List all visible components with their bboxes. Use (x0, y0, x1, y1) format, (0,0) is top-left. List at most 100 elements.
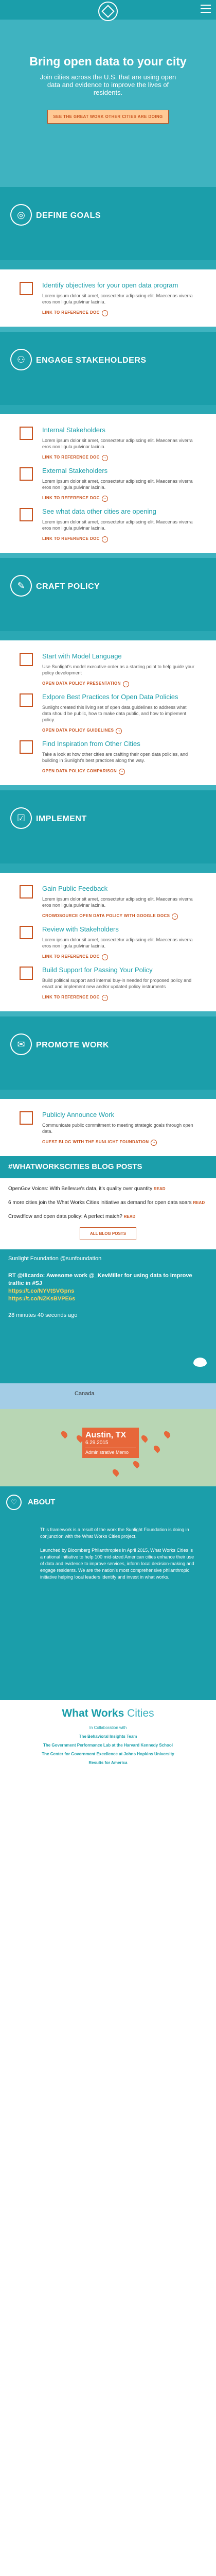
blog-post-title[interactable]: OpenGov Voices: With Bellevue's data, it… (8, 1186, 153, 1192)
step-title: Gain Public Feedback (42, 885, 108, 892)
step-body: Find Inspiration from Other Cities Take a… (42, 739, 196, 775)
step-item: Find Inspiration from Other Cities Take a… (0, 739, 216, 775)
map-pin-icon[interactable] (140, 1434, 149, 1443)
section-divider (0, 785, 216, 790)
step-item: Start with Model Language Use Sunlight's … (0, 652, 216, 687)
tweet-text: RT @ilicardo: Awesome work @_KevMiller f… (8, 1273, 192, 1286)
step-title: Find Inspiration from Other Cities (42, 740, 140, 748)
step-checkbox[interactable] (20, 467, 33, 481)
step-link-label[interactable]: CROWDSOURCE OPEN DATA POLICY WITH GOOGLE… (42, 913, 170, 918)
step-body: See what data other cities are opening Lo… (42, 507, 196, 543)
step-link-label[interactable]: OPEN DATA POLICY GUIDELINES (42, 728, 114, 733)
blog-post-title[interactable]: 6 more cities join the What Works Cities… (8, 1200, 192, 1206)
about-title: ABOUT (28, 1498, 56, 1506)
step-link[interactable]: OPEN DATA POLICY GUIDELINES → (42, 728, 122, 734)
phase-title: DEFINE GOALS (36, 211, 101, 220)
read-link[interactable]: READ (123, 1214, 136, 1219)
blog-post[interactable]: OpenGov Voices: With Bellevue's data, it… (8, 1185, 208, 1192)
step-link-label[interactable]: LINK TO REFERENCE DOC (42, 995, 100, 999)
step-link-label[interactable]: LINK TO REFERENCE DOC (42, 310, 100, 315)
step-link-label[interactable]: LINK TO REFERENCE DOC (42, 954, 100, 959)
read-link[interactable]: READ (193, 1200, 205, 1205)
menu-icon[interactable] (201, 5, 211, 15)
phase-section: ✎ CRAFT POLICY Start with Model Language Us… (0, 553, 216, 785)
tweet-link[interactable]: https://t.co/NZKsBVPE6s (8, 1296, 76, 1302)
step-checkbox[interactable] (20, 967, 33, 980)
step-link-label[interactable]: GUEST BLOG WITH THE SUNLIGHT FOUNDATION (42, 1140, 149, 1144)
step-checkbox[interactable] (20, 926, 33, 939)
arrow-right-icon: → (101, 995, 108, 1001)
phase-items: Identify objectives for your open data p… (0, 269, 216, 327)
step-checkbox[interactable] (20, 1111, 33, 1125)
step-item: Review with Stakeholders Lorem ipsum dolo… (0, 925, 216, 960)
step-link[interactable]: LINK TO REFERENCE DOC → (42, 310, 108, 316)
map-pin-icon[interactable] (60, 1430, 69, 1439)
step-body: Review with Stakeholders Lorem ipsum dolo… (42, 925, 196, 960)
step-checkbox[interactable] (20, 885, 33, 899)
popup-date: 6.29.2015 (85, 1440, 109, 1446)
blog-post[interactable]: 6 more cities join the What Works Cities… (8, 1199, 208, 1206)
step-checkbox[interactable] (20, 427, 33, 440)
step-link-label[interactable]: OPEN DATA POLICY COMPARISON (42, 769, 117, 773)
partner-link[interactable]: The Behavioral Insights Team (79, 1734, 137, 1739)
step-link-label[interactable]: LINK TO REFERENCE DOC (42, 496, 100, 500)
step-link[interactable]: LINK TO REFERENCE DOC → (42, 954, 108, 960)
step-link[interactable]: LINK TO REFERENCE DOC → (42, 536, 108, 543)
blog-heading: #WHATWORKSCITIES BLOG POSTS (8, 1162, 142, 1171)
phase-section: ⚇ ENGAGE STAKEHOLDERS Internal Stakeholder… (0, 327, 216, 553)
target-icon: ◎ (10, 204, 32, 226)
twitter-bird-icon[interactable] (193, 1358, 207, 1367)
about-paragraph: This framework is a result of the work t… (40, 1527, 189, 1539)
step-link[interactable]: LINK TO REFERENCE DOC → (42, 995, 108, 1001)
see-cities-button[interactable]: SEE THE GREAT WORK OTHER CITIES ARE DOIN… (47, 110, 169, 124)
partner-link[interactable]: The Government Performance Lab at the Ha… (43, 1743, 173, 1748)
map-pin-icon[interactable] (152, 1444, 161, 1453)
section-divider (0, 182, 216, 187)
step-link-label[interactable]: LINK TO REFERENCE DOC (42, 455, 100, 460)
arrow-right-icon: → (116, 728, 122, 734)
step-checkbox[interactable] (20, 282, 33, 295)
brand-main: What Works (62, 1707, 124, 1719)
all-blog-posts-button[interactable]: ALL BLOG POSTS (80, 1227, 136, 1240)
map-pin-icon[interactable] (132, 1460, 141, 1469)
step-checkbox[interactable] (20, 508, 33, 521)
cities-map[interactable]: Canada Austin, TX 6.29.2015 Administrati… (0, 1383, 216, 1486)
blog-post[interactable]: Crowdflow and open data policy: A perfec… (8, 1213, 208, 1220)
tweet-handle[interactable]: Sunlight Foundation @sunfoundation (8, 1256, 102, 1262)
twitter-feed: Sunlight Foundation @sunfoundation RT @i… (0, 1249, 216, 1383)
blog-post-title[interactable]: Crowdflow and open data policy: A perfec… (8, 1214, 122, 1219)
step-body: External Stakeholders Lorem ipsum dolor s… (42, 466, 196, 502)
partner-link[interactable]: Results for America (88, 1760, 128, 1765)
step-title: See what data other cities are opening (42, 507, 156, 515)
phase-items: Gain Public Feedback Lorem ipsum dolor si… (0, 873, 216, 1011)
map-pin-icon[interactable] (163, 1430, 172, 1439)
step-title: Internal Stakeholders (42, 426, 105, 434)
arrow-right-icon: → (119, 769, 125, 775)
step-link[interactable]: LINK TO REFERENCE DOC → (42, 496, 108, 502)
collab-label: In Collaboration with (89, 1725, 127, 1730)
tweet-link[interactable]: https://t.co/NYVtSVGpns (8, 1288, 75, 1294)
site-logo[interactable] (98, 2, 118, 21)
phase-items: Publicly Announce Work Communicate public… (0, 1099, 216, 1156)
logo-mark (101, 5, 115, 18)
heart-icon: ♡ (6, 1495, 22, 1510)
step-checkbox[interactable] (20, 740, 33, 754)
step-description: Use Sunlight's model executive order as … (42, 664, 194, 675)
map-popup[interactable]: Austin, TX 6.29.2015 Administrative Memo (82, 1428, 139, 1458)
partner-link[interactable]: The Center for Government Excellence at … (42, 1752, 174, 1756)
phase-items: Internal Stakeholders Lorem ipsum dolor s… (0, 414, 216, 553)
step-item: External Stakeholders Lorem ipsum dolor s… (0, 466, 216, 502)
step-checkbox[interactable] (20, 693, 33, 707)
step-link-label[interactable]: OPEN DATA POLICY PRESENTATION (42, 681, 121, 686)
step-link[interactable]: GUEST BLOG WITH THE SUNLIGHT FOUNDATION → (42, 1140, 157, 1146)
step-link[interactable]: CROWDSOURCE OPEN DATA POLICY WITH GOOGLE… (42, 913, 178, 920)
read-link[interactable]: READ (153, 1187, 166, 1191)
step-link[interactable]: LINK TO REFERENCE DOC → (42, 455, 108, 461)
step-item: Identify objectives for your open data p… (0, 281, 216, 316)
step-link-label[interactable]: LINK TO REFERENCE DOC (42, 536, 100, 541)
step-link[interactable]: OPEN DATA POLICY PRESENTATION → (42, 681, 129, 687)
map-pin-icon[interactable] (111, 1468, 120, 1477)
step-link[interactable]: OPEN DATA POLICY COMPARISON → (42, 769, 125, 775)
step-checkbox[interactable] (20, 653, 33, 666)
phase-wave (0, 405, 216, 414)
